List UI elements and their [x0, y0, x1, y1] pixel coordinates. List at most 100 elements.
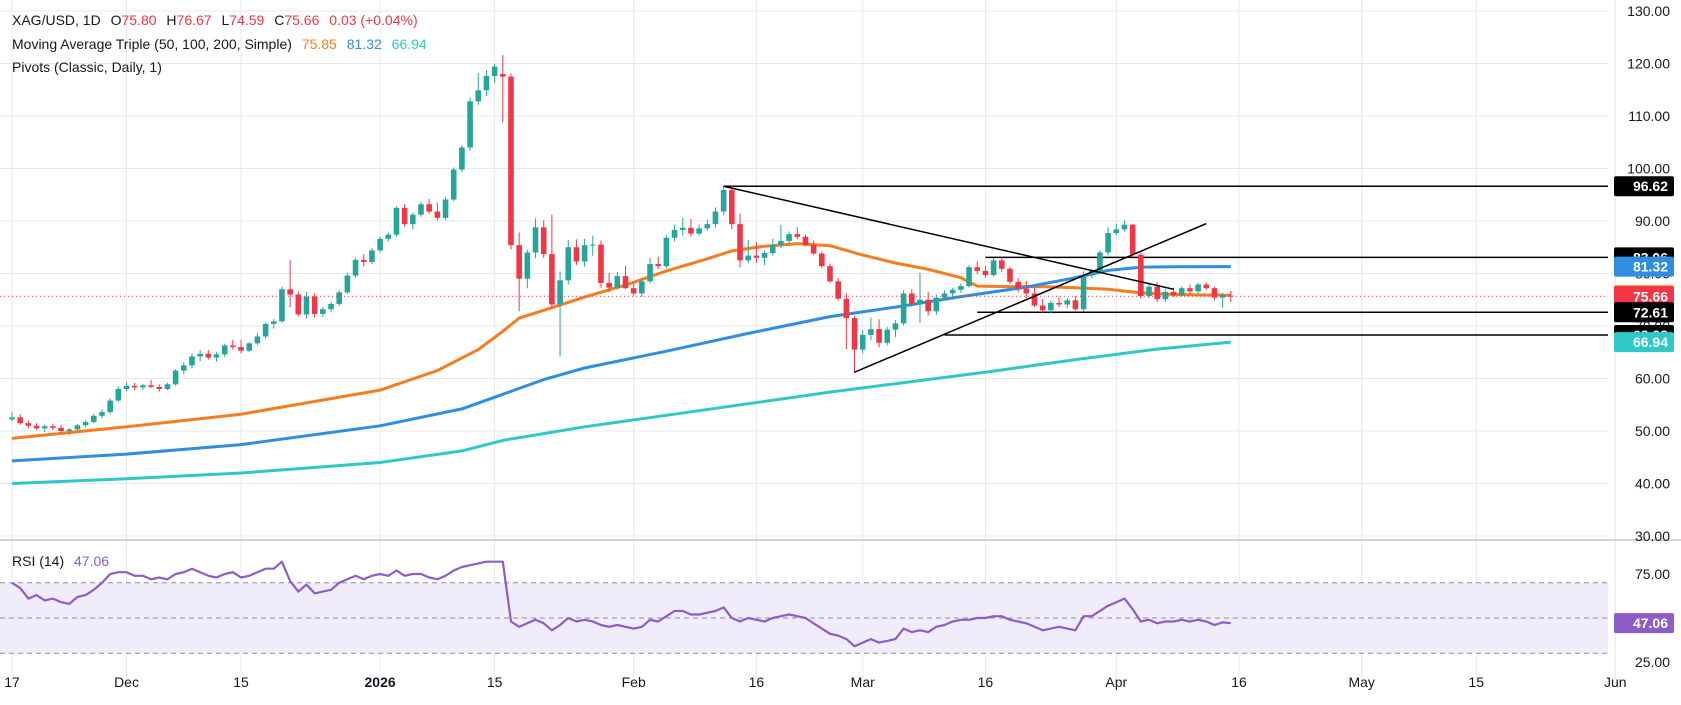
- candle-body: [998, 260, 1005, 269]
- candle-body: [786, 234, 792, 241]
- candle-body: [393, 207, 400, 235]
- candle-body: [679, 227, 686, 230]
- price-tick-label: 130.00: [1627, 3, 1670, 19]
- trendline: [723, 185, 1174, 290]
- candle-body: [1195, 284, 1201, 292]
- candle-body: [884, 329, 891, 343]
- candle-body: [647, 264, 653, 282]
- candle-body: [230, 345, 236, 347]
- candle-body: [156, 386, 163, 389]
- rsi-tag-label: 47.06: [1633, 615, 1668, 631]
- candle-body: [1203, 284, 1210, 289]
- candle-body: [50, 426, 56, 428]
- legend-ma50: 75.85: [302, 36, 337, 52]
- candle-body: [1228, 295, 1234, 297]
- price-tag-bg: [1614, 302, 1674, 323]
- price-tag-label: 66.94: [1633, 334, 1668, 350]
- candle-body: [810, 245, 817, 254]
- candle-body: [729, 190, 735, 225]
- candle-body: [246, 343, 253, 351]
- candle-body: [589, 244, 596, 246]
- candle-body: [58, 427, 64, 431]
- time-tick-label: 15: [233, 674, 249, 690]
- candle-body: [1039, 305, 1046, 311]
- candle-body: [712, 211, 719, 225]
- candle-body: [1080, 275, 1087, 310]
- candle-body: [565, 247, 572, 281]
- candle-body: [982, 270, 989, 276]
- candle-body: [320, 309, 326, 314]
- candle-body: [990, 260, 997, 276]
- candle-body: [1187, 288, 1193, 292]
- candle-body: [9, 417, 15, 420]
- candle-body: [639, 281, 645, 294]
- candle-body: [1162, 291, 1169, 300]
- time-tick-label: 16: [1231, 674, 1247, 690]
- candle-body: [418, 204, 424, 215]
- legend-change: 0.03 (+0.04%): [329, 12, 417, 28]
- candle-body: [614, 276, 621, 288]
- price-tag-bg: [1614, 176, 1674, 197]
- candle-body: [459, 147, 465, 170]
- candle-body: [74, 425, 81, 430]
- candle-body: [434, 211, 441, 218]
- time-tick-label: Mar: [851, 674, 875, 690]
- rsi-legend-value: 47.06: [74, 553, 109, 569]
- candle-body: [704, 224, 711, 229]
- time-tick-label: 16: [978, 674, 994, 690]
- candle-body: [696, 228, 702, 234]
- candle-body: [876, 329, 882, 343]
- candle-body: [1031, 293, 1038, 306]
- candle-body: [802, 236, 809, 246]
- candle-body: [1170, 291, 1177, 296]
- candle-body: [606, 282, 612, 288]
- moving-averages: [11, 242, 1231, 485]
- svg-text:RSI (14) 47.06: RSI (14) 47.06: [12, 553, 109, 569]
- candle-body: [753, 255, 760, 258]
- candle-body: [369, 250, 375, 262]
- legend-close-label: C: [274, 12, 284, 28]
- candle-body: [328, 303, 334, 310]
- ma-line-100: [11, 265, 1231, 463]
- legend-ma100: 81.32: [347, 36, 382, 52]
- candle-body: [164, 384, 171, 389]
- legend-ma200: 66.94: [392, 36, 427, 52]
- candle-body: [123, 385, 130, 389]
- legend-low-label: L: [221, 12, 229, 28]
- candle-body: [450, 169, 457, 200]
- candle-body: [974, 267, 981, 271]
- time-tick-label: Jun: [1604, 674, 1627, 690]
- time-tick-label: 2026: [365, 674, 396, 690]
- legend-close: 75.66: [284, 12, 319, 28]
- price-tick-label: 40.00: [1635, 476, 1670, 492]
- candle-body: [336, 292, 342, 304]
- candle-body: [549, 254, 555, 305]
- candle-body: [1129, 224, 1136, 255]
- candle-body: [82, 422, 89, 426]
- chart-legend: XAG/USD, 1D O75.80 H76.67 L74.59 C75.66 …: [12, 12, 427, 75]
- candle-body: [25, 423, 32, 426]
- price-tag-bg: [1614, 286, 1674, 307]
- candle-body: [131, 385, 138, 388]
- price-tick-label: 110.00: [1628, 108, 1670, 124]
- candle-body: [573, 247, 580, 262]
- candle-body: [557, 280, 563, 305]
- candle-body: [1023, 288, 1030, 294]
- candle-body: [483, 76, 490, 91]
- candle-body: [1113, 229, 1120, 234]
- rsi-axis[interactable]: 25.00 75.00: [1635, 566, 1670, 670]
- candle-body: [532, 227, 539, 253]
- candle-body: [1015, 281, 1021, 289]
- candle-body: [761, 253, 768, 258]
- candle-body: [221, 345, 228, 355]
- rsi-legend: RSI (14) 47.06: [12, 553, 109, 569]
- candle-body: [737, 224, 743, 261]
- time-axis[interactable]: 17 Dec 15 2026 15 Feb 16 Mar 16 Apr 16 May 15 Jun: [4, 674, 1626, 690]
- legend-open: 75.80: [121, 12, 156, 28]
- candle-body: [410, 214, 416, 225]
- candle-body: [941, 293, 948, 298]
- candle-body: [720, 190, 727, 212]
- ma-line-50: [11, 242, 1231, 440]
- candle-body: [966, 267, 972, 287]
